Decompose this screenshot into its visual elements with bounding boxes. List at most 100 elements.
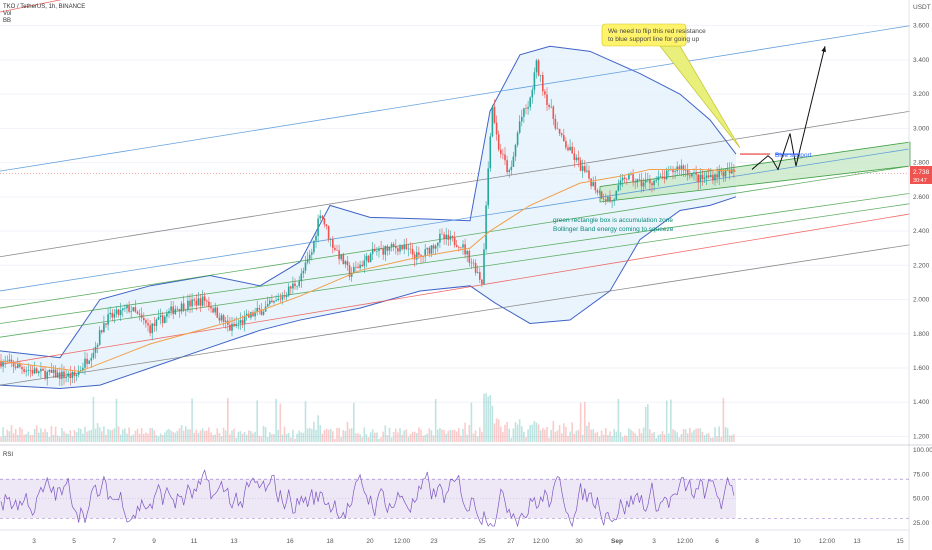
candle-body <box>705 175 708 178</box>
volume-bar <box>33 429 36 442</box>
volume-bar <box>596 431 599 442</box>
candle-body <box>707 175 710 178</box>
candle-body <box>353 266 355 274</box>
volume-bar <box>600 430 603 442</box>
volume-bar <box>550 429 552 442</box>
volume-bar <box>693 430 695 442</box>
volume-bar <box>487 396 489 442</box>
candle-body <box>67 373 69 377</box>
volume-bar <box>567 436 569 442</box>
volume-bar <box>176 430 179 442</box>
candle-body <box>151 323 153 334</box>
volume-bar <box>94 428 97 442</box>
time-tick-label: 8 <box>755 538 759 545</box>
blue-support-label: Blue support <box>775 152 812 159</box>
candle-body <box>682 165 685 171</box>
volume-bar <box>489 395 492 442</box>
candle-body <box>539 75 542 76</box>
time-tick-label: 27 <box>507 538 515 545</box>
volume-bar <box>619 432 622 442</box>
candle-body <box>88 360 90 364</box>
volume-bar <box>138 433 141 442</box>
candle-body <box>428 247 431 254</box>
price-pane <box>0 0 911 442</box>
candle-body <box>195 300 198 306</box>
candle-body <box>481 279 483 285</box>
volume-bar <box>428 428 431 442</box>
candle-body <box>8 359 11 362</box>
volume-bar <box>21 429 23 442</box>
candle-body <box>600 191 603 199</box>
candle-body <box>176 308 179 310</box>
candle-body <box>581 166 584 171</box>
volume-bar <box>59 436 61 442</box>
candle-body <box>386 245 389 251</box>
volume-bar <box>304 401 307 442</box>
volume-bar <box>239 431 242 442</box>
volume-bar <box>122 429 124 442</box>
candle-body <box>313 240 315 253</box>
volume-bar <box>325 428 328 442</box>
volume-bar <box>493 423 496 442</box>
volume-bar <box>46 432 48 442</box>
volume-bar <box>348 428 351 442</box>
volume-bar <box>237 431 240 442</box>
candle-body <box>577 157 580 161</box>
volume-bar <box>626 435 628 442</box>
volume-bar <box>628 428 630 442</box>
volume-bar <box>285 433 288 442</box>
volume-bar <box>718 426 720 442</box>
volume-bar <box>716 435 718 442</box>
candle-body <box>281 296 284 300</box>
price-tick-label: 2.000 <box>913 297 930 304</box>
candle-body <box>241 320 244 324</box>
volume-bar <box>638 428 641 442</box>
volume-bar <box>388 427 391 442</box>
candle-body <box>619 180 622 186</box>
candle-body <box>514 144 517 157</box>
volume-bar <box>38 432 40 442</box>
volume-bar <box>29 434 32 442</box>
candle-body <box>130 310 132 312</box>
volume-bar <box>277 429 279 442</box>
candle-body <box>203 296 206 301</box>
volume-bar <box>329 428 332 442</box>
candle-body <box>378 248 380 251</box>
volume-bar <box>579 402 582 442</box>
volume-bar <box>502 431 504 442</box>
candle-body <box>621 177 624 181</box>
candle-body <box>33 368 36 374</box>
callout-line-1: We need to flip this red resistance <box>608 28 706 35</box>
candle-body <box>233 323 235 326</box>
volume-bar <box>40 428 42 442</box>
candle-body <box>392 243 395 247</box>
candle-body <box>628 174 630 180</box>
volume-bar <box>346 421 349 442</box>
candle-body <box>384 245 387 255</box>
candle-body <box>306 259 309 263</box>
candle-body <box>206 300 208 302</box>
volume-bar <box>294 438 296 442</box>
volume-bar <box>474 430 477 442</box>
candle-body <box>472 262 475 264</box>
price-tick-label: 3.000 <box>913 125 930 132</box>
candle-body <box>701 174 704 180</box>
candle-body <box>29 370 32 371</box>
volume-bar <box>468 425 471 442</box>
volume-bar <box>573 433 576 442</box>
currency-label: USDT <box>913 4 931 11</box>
candle-body <box>516 132 519 145</box>
candle-body <box>462 244 464 248</box>
volume-bar <box>8 431 11 442</box>
volume-bar <box>119 434 122 442</box>
candle-body <box>229 324 231 331</box>
candle-body <box>544 91 546 95</box>
volume-bar <box>323 429 326 442</box>
candle-body <box>653 180 655 186</box>
volume-bar <box>418 427 420 442</box>
candle-body <box>92 352 95 358</box>
volume-bar <box>0 436 2 442</box>
volume-bar <box>136 428 139 442</box>
volume-bar <box>420 429 422 442</box>
volume-bar <box>437 429 439 442</box>
